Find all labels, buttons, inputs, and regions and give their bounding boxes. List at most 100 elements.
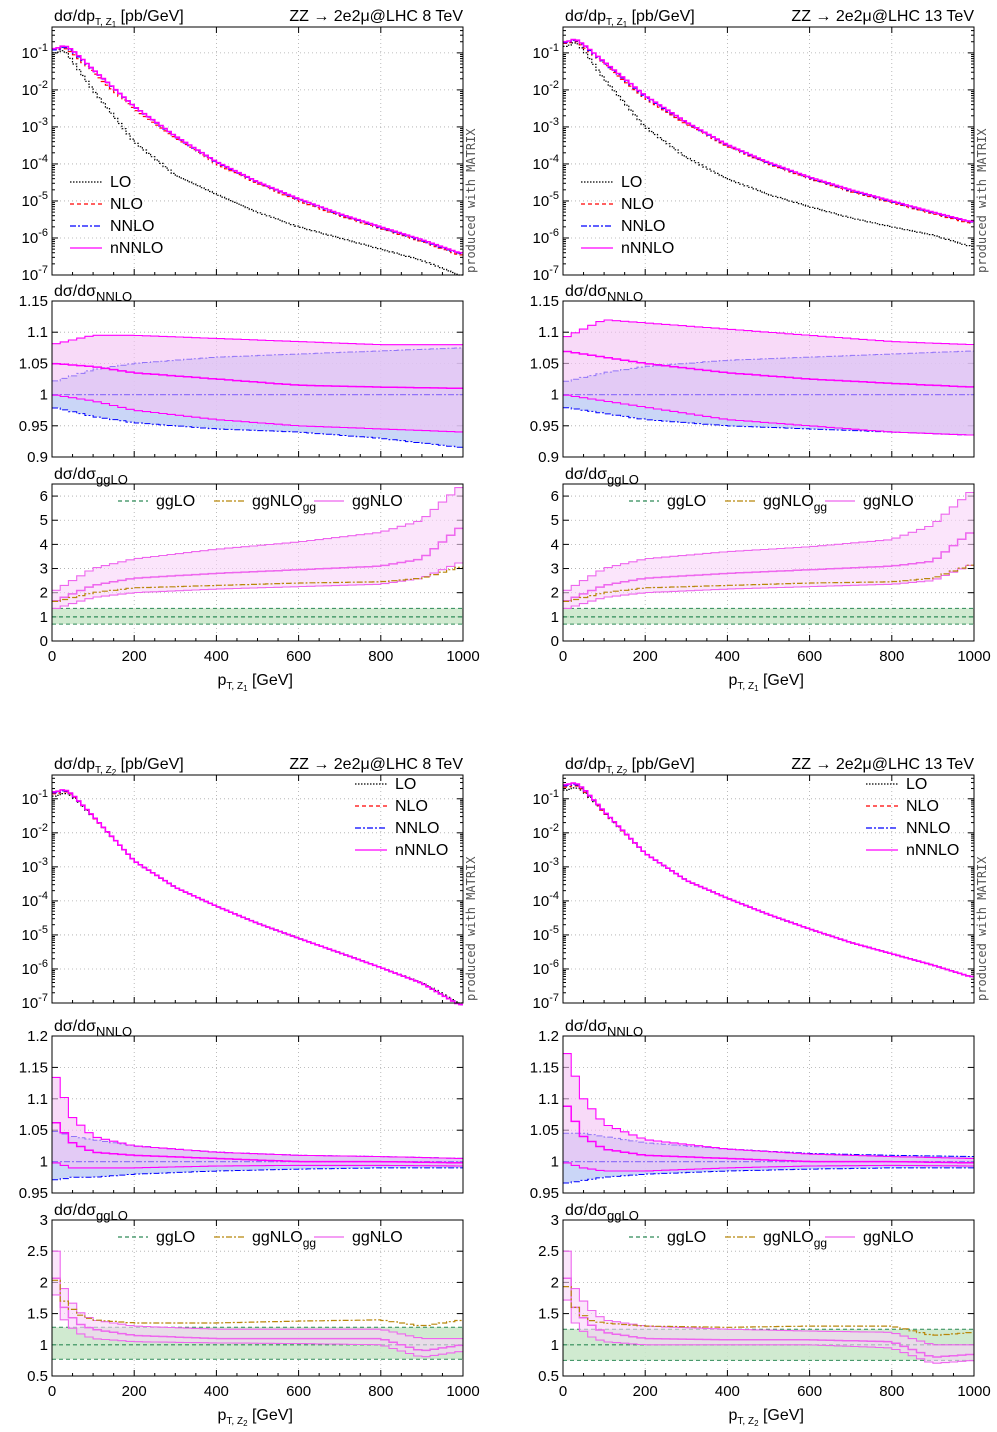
- y-tick-label: 10-3: [22, 856, 48, 876]
- y-tick-label: 10-3: [533, 116, 559, 136]
- legend-label-ggnlogg: ggNLOgg: [763, 1229, 827, 1250]
- nnnlo-central: [52, 1121, 463, 1164]
- x-tick-label: 800: [879, 1383, 904, 1400]
- main-plot: 10-7 10-6 10-5 10-4 10-3 10-2 10-1 ZZ → 2e2μ@LH…: [22, 756, 478, 1012]
- legend-label-lo: LO: [906, 776, 927, 793]
- y-tick-label: 10-2: [533, 79, 559, 99]
- ggnlo-band-lower: [52, 562, 463, 609]
- legend-label-nlo: NLO: [395, 798, 428, 815]
- y-tick-label: 1.05: [19, 355, 48, 372]
- y-tick-label: 1.05: [530, 355, 559, 372]
- y-tick-label: 10-1: [533, 788, 559, 808]
- x-tick-label: 800: [368, 648, 393, 665]
- y-tick-label: 1.15: [19, 1059, 48, 1076]
- y-tick-label: 1.1: [27, 324, 48, 341]
- y-axis-label-ratio-nnlo: dσ/dσNNLO: [54, 1018, 132, 1039]
- nnlo-band-lower: [563, 1167, 974, 1184]
- legend-label-nnlo: NNLO: [621, 218, 665, 235]
- y-tick-label: 10-2: [22, 822, 48, 842]
- y-axis-label-ratio-gglo: dσ/dσggLO: [565, 1202, 639, 1223]
- ggnlo-band-upper: [52, 1250, 463, 1340]
- x-axis-label: pT, Z1 [GeV]: [218, 672, 293, 693]
- x-tick-label: 1000: [446, 1383, 479, 1400]
- nnnlo-band-upper: [563, 319, 974, 346]
- x-tick-label: 600: [797, 1383, 822, 1400]
- legend-label-lo: LO: [621, 174, 642, 191]
- ratio-gglo-plot: 0 1 2 3 4 5 6 0 200 400 600 800 1000 dσ/dσggLO ggLO ggN…: [551, 466, 991, 693]
- y-tick-label: 1.5: [538, 1306, 559, 1323]
- y-tick-label: 10-7: [22, 264, 48, 284]
- y-tick-label: 0.9: [27, 449, 48, 466]
- ratio-nnlo-frame: [51, 300, 464, 458]
- y-tick-label: 1.05: [19, 1122, 48, 1139]
- x-tick-label: 600: [286, 648, 311, 665]
- legend-label-gglo: ggLO: [667, 493, 706, 510]
- panel-4: 10-7 10-6 10-5 10-4 10-3 10-2 10-1 ZZ → 2e2μ@LH…: [530, 756, 991, 1428]
- nnnlo-central: [52, 362, 463, 390]
- x-axis-label: pT, Z1 [GeV]: [729, 672, 804, 693]
- ratio-nnlo-frame: [562, 300, 975, 458]
- legend-label-gglo: ggLO: [156, 493, 195, 510]
- y-tick-label: 1: [40, 1154, 48, 1171]
- x-tick-label: 200: [633, 648, 658, 665]
- y-axis-label-ratio-nnlo: dσ/dσNNLO: [565, 1018, 643, 1039]
- y-axis-label-main: dσ/dpT, Z1 [pb/GeV]: [565, 8, 695, 29]
- ratio-nnlo-content: [52, 334, 463, 448]
- legend-label-ggnlogg: ggNLOgg: [252, 1229, 316, 1250]
- x-tick-label: 400: [715, 1383, 740, 1400]
- ratio-nnlo-frame: [562, 1035, 975, 1194]
- main-plot-frame: [51, 26, 464, 276]
- nnnlo-scale-band: [52, 1077, 463, 1168]
- y-tick-label: 1: [40, 387, 48, 404]
- watermark: produced with MATRIX: [975, 128, 989, 273]
- y-tick-label: 1: [551, 1154, 559, 1171]
- y-tick-label: 1.05: [530, 1122, 559, 1139]
- x-tick-label: 200: [122, 1383, 147, 1400]
- nnnlo-band-lower: [52, 394, 463, 433]
- ratio-nnlo-plot: 0.95 1 1.05 1.1 1.15 1.2 dσ/dσNNLO: [19, 1018, 464, 1202]
- ggnlo-central: [563, 532, 974, 602]
- y-tick-label: 10-5: [533, 924, 559, 944]
- y-tick-label: 10-6: [22, 227, 48, 247]
- ggnlo-scale-band: [563, 492, 974, 609]
- x-tick-label: 1000: [957, 648, 990, 665]
- y-tick-label: 2: [551, 585, 559, 602]
- legend-label-nnnlo: nNNLO: [906, 842, 959, 859]
- y-tick-label: 10-1: [22, 788, 48, 808]
- legend-label-ggnlo: ggNLO: [352, 1229, 403, 1246]
- ratio-gglo-frame: [562, 483, 975, 642]
- ggnlo-central: [52, 1277, 463, 1352]
- y-tick-label: 4: [40, 536, 48, 553]
- y-tick-label: 3: [551, 561, 559, 578]
- y-tick-label: 0.95: [530, 418, 559, 435]
- y-tick-label: 3: [40, 561, 48, 578]
- legend-label-ggnlogg: ggNLOgg: [763, 493, 827, 514]
- x-tick-label: 800: [879, 648, 904, 665]
- y-tick-label: 10-4: [22, 153, 48, 173]
- legend-label-ggnlogg: ggNLOgg: [252, 493, 316, 514]
- nnlo-band-lower: [52, 1167, 463, 1181]
- x-tick-label: 1000: [446, 648, 479, 665]
- y-tick-label: 10-7: [22, 992, 48, 1012]
- nnnlo-scale-band: [563, 320, 974, 435]
- ggnlo-scale-band: [563, 1251, 974, 1364]
- legend-label-lo: LO: [110, 174, 131, 191]
- y-axis-label-ratio-gglo: dσ/dσggLO: [54, 466, 128, 487]
- y-axis-label-ratio-gglo: dσ/dσggLO: [565, 466, 639, 487]
- legend-label-nnlo: NNLO: [906, 820, 950, 837]
- ratio-nnlo-plot: 0.9 0.95 1 1.05 1.1 1.15 dσ/dσNNLO: [530, 283, 975, 466]
- y-tick-label: 1: [551, 387, 559, 404]
- x-tick-label: 200: [122, 648, 147, 665]
- y-axis-label-ratio-nnlo: dσ/dσNNLO: [565, 283, 643, 304]
- y-tick-label: 10-4: [22, 890, 48, 910]
- nnnlo-band-lower: [563, 394, 974, 436]
- y-axis-label-main: dσ/dpT, Z1 [pb/GeV]: [54, 8, 184, 29]
- legend-label-ggnlo: ggNLO: [863, 1229, 914, 1246]
- y-tick-label: 0: [551, 633, 559, 650]
- y-tick-label: 10-2: [533, 822, 559, 842]
- y-tick-label: 2.5: [538, 1243, 559, 1260]
- y-axis-label-main: dσ/dpT, Z2 [pb/GeV]: [565, 756, 695, 777]
- y-tick-label: 2: [40, 585, 48, 602]
- watermark: produced with MATRIX: [464, 128, 478, 273]
- watermark: produced with MATRIX: [975, 856, 989, 1001]
